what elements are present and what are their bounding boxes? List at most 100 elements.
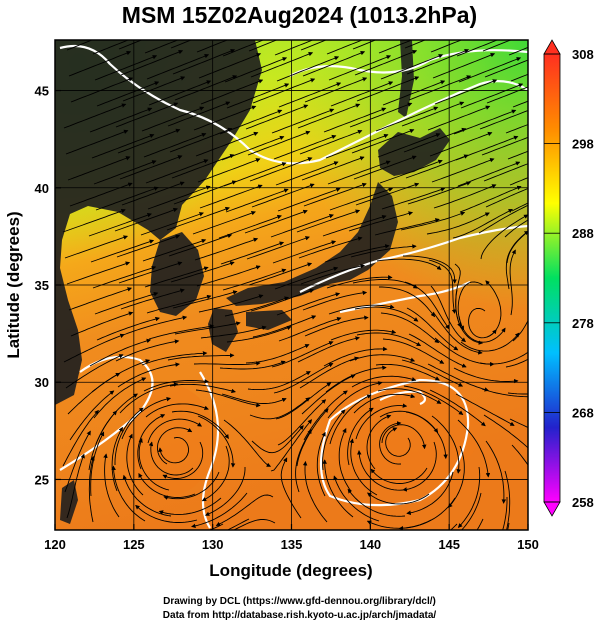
streamline [505, 230, 528, 290]
streamline [429, 131, 493, 157]
streamline [219, 360, 286, 370]
streamline [198, 52, 262, 79]
streamline [225, 188, 289, 213]
streamline [280, 457, 302, 519]
streamline [485, 187, 528, 208]
streamline [428, 259, 457, 314]
streamline [115, 102, 179, 128]
streamline [302, 460, 328, 523]
streamline [328, 304, 395, 315]
y-tick-label: 30 [35, 375, 49, 390]
streamline [277, 399, 327, 446]
streamline [121, 396, 172, 440]
streamline [486, 86, 528, 104]
streamlines [62, 40, 528, 530]
streamline [460, 83, 524, 109]
x-axis-label: Longitude (degrees) [209, 561, 372, 580]
y-axis: 25 30 35 40 45 [35, 84, 61, 487]
streamline [245, 344, 310, 364]
streamline [479, 351, 528, 365]
contour-line [59, 355, 154, 471]
streamline [301, 156, 365, 181]
streamline [157, 427, 193, 465]
streamline [277, 187, 341, 212]
streamline [376, 258, 442, 270]
streamline [356, 76, 420, 102]
streamline [118, 261, 183, 284]
x-tick-label: 135 [281, 537, 303, 552]
streamline [355, 182, 420, 206]
streamline [251, 425, 304, 454]
streamline [89, 107, 153, 133]
streamline [302, 290, 368, 311]
streamline [381, 424, 427, 450]
streamline [507, 392, 528, 395]
streamline [118, 40, 143, 50]
streamline [114, 407, 144, 465]
streamline [223, 419, 272, 467]
streamline [324, 244, 390, 263]
streamline [199, 184, 263, 209]
streamline [483, 163, 528, 182]
streamline [168, 233, 233, 257]
streamline [96, 316, 160, 341]
streamline [271, 341, 334, 368]
streamline [400, 211, 466, 231]
streamline [430, 285, 466, 343]
streamline [276, 292, 341, 316]
streamline [226, 325, 292, 343]
colorbar-tick-label: 288 [572, 226, 594, 241]
streamline [215, 494, 274, 526]
streamline [122, 315, 188, 336]
streamline [219, 109, 283, 135]
streamline [95, 186, 159, 211]
streamline [355, 403, 408, 440]
streamline [142, 238, 207, 262]
streamline [148, 80, 212, 106]
streamline [351, 128, 415, 154]
streamline [322, 214, 387, 237]
sakhalin-land [398, 40, 414, 118]
y-axis-label: Latitude (degrees) [4, 211, 23, 358]
streamline [347, 488, 406, 517]
streamline [457, 281, 484, 331]
streamline [148, 324, 215, 340]
streamline [195, 131, 259, 157]
streamline [146, 53, 210, 80]
streamline [370, 467, 428, 484]
x-axis: 120 125 130 135 140 145 150 [44, 524, 539, 552]
streamline [119, 382, 179, 414]
streamline [117, 362, 180, 388]
streamline [172, 48, 236, 75]
streamline [504, 470, 511, 530]
streamline [247, 371, 311, 391]
streamline [404, 281, 450, 330]
streamline [512, 100, 528, 108]
streamline [140, 212, 204, 236]
streamline [94, 55, 158, 81]
streamline [504, 219, 528, 238]
map-grid [55, 40, 528, 530]
streamline [68, 50, 132, 77]
streamline [197, 415, 236, 468]
streamline [402, 441, 437, 492]
streamline [509, 418, 528, 429]
streamline [509, 177, 528, 186]
colorbar-top-triangle [543, 39, 561, 55]
streamline [62, 409, 99, 467]
streamline [169, 383, 236, 394]
streamline [382, 338, 445, 364]
x-tick-label: 140 [359, 537, 381, 552]
streamline [147, 185, 211, 210]
colorbar-tick-label: 298 [572, 137, 594, 152]
streamline [330, 329, 397, 341]
streamline [278, 82, 342, 108]
streamline [158, 497, 222, 515]
streamline [403, 385, 464, 416]
streamline [158, 436, 190, 464]
korea-peninsula [150, 232, 204, 316]
streamline [111, 465, 146, 522]
streamline [322, 409, 346, 471]
streamline [431, 415, 461, 474]
streamline [349, 354, 416, 362]
